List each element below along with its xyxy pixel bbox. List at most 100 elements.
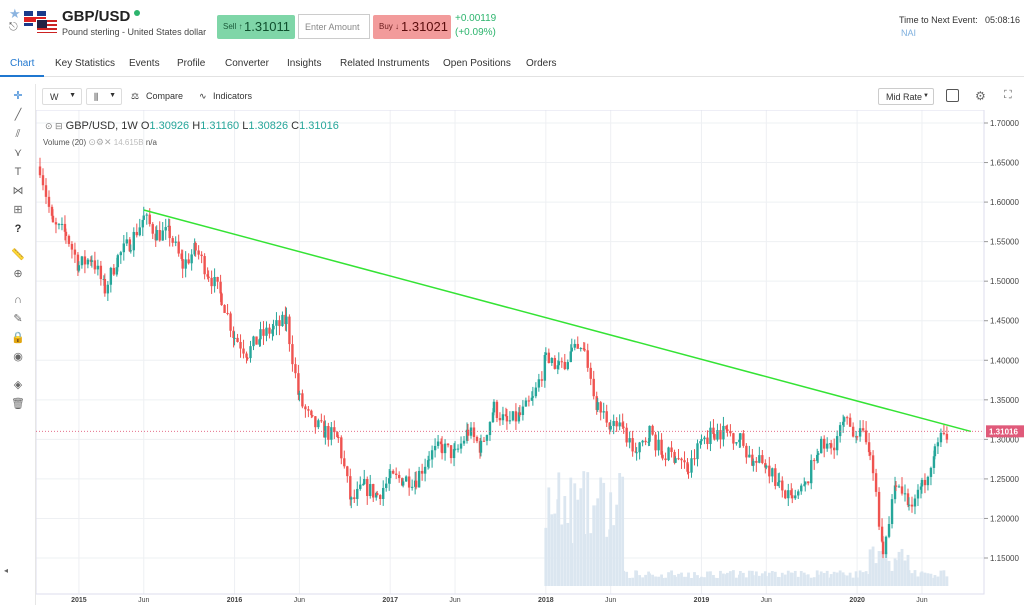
text-tool-icon[interactable]: T bbox=[14, 166, 22, 178]
candle-body bbox=[582, 348, 585, 350]
candle-body bbox=[375, 493, 378, 498]
candle-body bbox=[764, 463, 767, 468]
volume-bar bbox=[767, 572, 771, 586]
sell-button[interactable]: Sell ↑ 1.31011 bbox=[217, 15, 295, 39]
volume-bar bbox=[722, 573, 725, 586]
x-tick-label: 2016 bbox=[227, 597, 243, 604]
magnet-icon[interactable]: ∩ bbox=[14, 294, 22, 306]
amount-input[interactable]: Enter Amount bbox=[298, 14, 370, 39]
pattern-tool-icon[interactable]: ⋈ bbox=[12, 185, 24, 197]
candle-body bbox=[774, 468, 777, 486]
volume-controls-icon[interactable]: ⊙⚙✕ bbox=[88, 137, 112, 147]
price-chart[interactable]: 1.70000 1.65000 1.60000 1.55000 1.50000 1.450… bbox=[36, 110, 1024, 605]
volume-bar bbox=[770, 571, 774, 586]
favorite-star-icon[interactable]: ★ bbox=[9, 6, 21, 21]
candle-body bbox=[362, 484, 365, 486]
volume-bar bbox=[553, 513, 557, 586]
collapse-toolbar-arrow-icon[interactable]: ◂ bbox=[3, 566, 8, 575]
candle-body bbox=[822, 438, 826, 449]
trend-line-icon[interactable]: ╱ bbox=[14, 109, 22, 121]
tab-profile[interactable]: Profile bbox=[177, 58, 206, 69]
volume-bar bbox=[596, 498, 600, 586]
volume-bar bbox=[783, 574, 787, 586]
tab-orders[interactable]: Orders bbox=[526, 58, 557, 69]
stay-in-drawing-mode-icon[interactable]: ✎ bbox=[13, 313, 23, 325]
indicators-button[interactable]: Indicators bbox=[213, 91, 253, 101]
layers-icon[interactable]: ◈ bbox=[13, 379, 23, 391]
tab-chart[interactable]: Chart bbox=[10, 58, 35, 69]
time-axis[interactable]: 2015 Jun 2016 Jun 2017 Jun 2018 Jun 2019 Jun 2020 J… bbox=[71, 597, 928, 604]
candle-body bbox=[73, 249, 77, 255]
volume-bar bbox=[680, 572, 683, 586]
candle-body bbox=[314, 416, 317, 428]
market-open-indicator bbox=[134, 10, 140, 16]
settings-gear-icon[interactable]: ⚙ bbox=[975, 89, 986, 103]
volume-bar bbox=[903, 560, 907, 586]
candle-body bbox=[369, 484, 372, 497]
candle-body bbox=[388, 478, 391, 484]
candle-body bbox=[350, 497, 353, 500]
candle-body bbox=[353, 497, 356, 499]
price-axis[interactable]: 1.70000 1.65000 1.60000 1.55000 1.50000 1.450… bbox=[984, 119, 1024, 563]
trash-icon[interactable]: 🗑 bbox=[11, 398, 25, 410]
tab-converter[interactable]: Converter bbox=[225, 58, 269, 69]
indicators-icon[interactable]: ∿ bbox=[199, 91, 207, 101]
snapshot-icon[interactable] bbox=[946, 89, 959, 102]
candle-body bbox=[145, 214, 148, 216]
volume-bar bbox=[877, 551, 881, 586]
candle-body bbox=[842, 417, 846, 422]
x-tick-label: 2015 bbox=[71, 597, 87, 604]
share-icon[interactable]: ⎋ bbox=[9, 21, 18, 33]
help-icon[interactable]: ? bbox=[14, 223, 22, 235]
legend-visibility-icon[interactable]: ⊙ ⊟ bbox=[45, 121, 63, 131]
ruler-icon[interactable]: 📏 bbox=[11, 249, 25, 261]
candle-body bbox=[311, 415, 314, 417]
volume-bar bbox=[621, 476, 625, 586]
volume-bar bbox=[589, 533, 593, 586]
candle-body bbox=[687, 471, 690, 473]
candle-body bbox=[560, 361, 563, 363]
candle-body bbox=[858, 428, 862, 437]
crosshair-icon[interactable]: ✛ bbox=[13, 90, 23, 102]
candle-body bbox=[907, 504, 911, 506]
volume-label: Volume (20) bbox=[43, 138, 87, 147]
candle-body bbox=[459, 443, 463, 449]
candle-body bbox=[804, 481, 807, 485]
compare-icon[interactable]: ⚖ bbox=[131, 91, 140, 101]
volume-bar bbox=[874, 563, 878, 586]
candle-body bbox=[781, 480, 784, 491]
candle-body bbox=[346, 466, 349, 477]
interval-select[interactable]: W ▼ bbox=[42, 88, 82, 105]
tab-key-statistics[interactable]: Key Statistics bbox=[55, 58, 116, 69]
rate-mode-select[interactable]: Mid Rate ▼ bbox=[878, 88, 934, 105]
candle-body bbox=[491, 412, 495, 423]
chart-type-select[interactable]: ⫼ ▼ bbox=[86, 88, 122, 105]
fullscreen-icon[interactable]: ⛶ bbox=[1004, 89, 1012, 101]
volume-bar bbox=[569, 477, 573, 586]
compare-button[interactable]: Compare bbox=[146, 91, 184, 101]
candle-body bbox=[861, 428, 865, 431]
tab-related-instruments[interactable]: Related Instruments bbox=[340, 58, 430, 69]
prediction-tool-icon[interactable]: ⊞ bbox=[13, 204, 23, 216]
candle-body bbox=[933, 446, 937, 457]
buy-button[interactable]: Buy ↓ 1.31021 bbox=[373, 15, 451, 39]
candle-body bbox=[725, 425, 728, 430]
volume-bar bbox=[777, 577, 781, 586]
pitchfork-icon[interactable]: ⋎ bbox=[13, 147, 23, 159]
tab-events[interactable]: Events bbox=[129, 58, 160, 69]
fib-tool-icon[interactable]: ⫽ bbox=[15, 128, 21, 140]
lock-icon[interactable]: 🔒 bbox=[11, 332, 25, 344]
candle-body bbox=[880, 526, 884, 542]
candle-body bbox=[259, 329, 262, 340]
candle-body bbox=[913, 498, 917, 507]
trend-line[interactable] bbox=[143, 209, 972, 433]
volume-bar bbox=[832, 571, 836, 586]
candle-body bbox=[553, 358, 557, 369]
candle-body bbox=[906, 493, 910, 506]
volume-bar bbox=[566, 522, 570, 586]
zoom-in-icon[interactable]: ⊕ bbox=[13, 268, 23, 280]
tab-insights[interactable]: Insights bbox=[287, 58, 322, 69]
tab-open-positions[interactable]: Open Positions bbox=[443, 58, 511, 69]
eye-icon[interactable]: ◉ bbox=[13, 351, 23, 363]
volume-bar bbox=[716, 577, 719, 586]
